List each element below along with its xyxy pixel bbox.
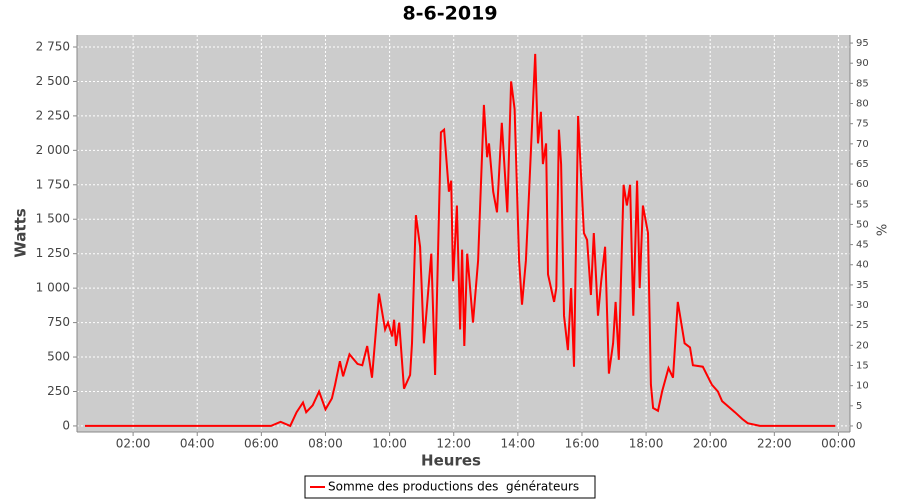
y2-tick-label: 35 <box>856 280 869 291</box>
y2-tick-label: 95 <box>856 38 869 49</box>
y2-tick-label: 40 <box>856 260 869 271</box>
x-tick-label: 04:00 <box>180 437 215 451</box>
x-tick-label: 00:00 <box>821 437 856 451</box>
y2-tick-label: 50 <box>856 219 869 230</box>
y2-tick-label: 90 <box>856 58 869 69</box>
y2-tick-label: 75 <box>856 119 869 130</box>
y-tick-label: 0 <box>62 418 70 432</box>
y-tick-label: 1 500 <box>36 212 70 226</box>
y2-tick-label: 20 <box>856 340 869 351</box>
x-axis-label: Heures <box>421 452 481 470</box>
y2-tick-label: 30 <box>856 300 869 311</box>
y-tick-label: 500 <box>47 350 70 364</box>
y2-tick-label: 65 <box>856 159 869 170</box>
x-tick-label: 20:00 <box>693 437 728 451</box>
x-tick-label: 10:00 <box>372 437 407 451</box>
y2-tick-label: 10 <box>856 381 869 392</box>
y2-tick-label: 70 <box>856 139 869 150</box>
legend-label: Somme des productions des générateurs <box>328 480 579 494</box>
x-tick-label: 18:00 <box>629 437 664 451</box>
chart-title: 8-6-2019 <box>402 3 497 25</box>
y2-tick-label: 60 <box>856 179 869 190</box>
y-tick-label: 2 750 <box>36 39 70 53</box>
legend <box>304 475 596 499</box>
x-tick-label: 06:00 <box>244 437 279 451</box>
y-tick-label: 2 000 <box>36 143 70 157</box>
y-tick-label: 250 <box>47 384 70 398</box>
x-tick-label: 16:00 <box>565 437 600 451</box>
y-axis-label: Watts <box>12 208 30 257</box>
x-tick-label: 22:00 <box>757 437 792 451</box>
y-tick-label: 1 000 <box>36 281 70 295</box>
y-tick-label: 750 <box>47 315 70 329</box>
y2-tick-label: 55 <box>856 199 869 210</box>
x-tick-label: 12:00 <box>436 437 471 451</box>
y-tick-label: 2 500 <box>36 74 70 88</box>
x-tick-label: 08:00 <box>308 437 343 451</box>
x-tick-label: 14:00 <box>501 437 536 451</box>
y-tick-label: 1 250 <box>36 246 70 260</box>
y2-tick-label: 5 <box>856 401 862 412</box>
y2-tick-label: 85 <box>856 78 869 89</box>
y2-tick-label: 25 <box>856 320 869 331</box>
y-tick-label: 1 750 <box>36 177 70 191</box>
y2-tick-label: 0 <box>856 421 862 432</box>
y2-axis-label: % <box>876 224 891 236</box>
x-tick-label: 02:00 <box>116 437 151 451</box>
plot-area <box>77 35 850 432</box>
y-tick-label: 2 250 <box>36 108 70 122</box>
y2-tick-label: 15 <box>856 360 869 371</box>
y2-tick-label: 45 <box>856 240 869 251</box>
y2-tick-label: 80 <box>856 99 869 110</box>
line-series <box>85 53 836 428</box>
